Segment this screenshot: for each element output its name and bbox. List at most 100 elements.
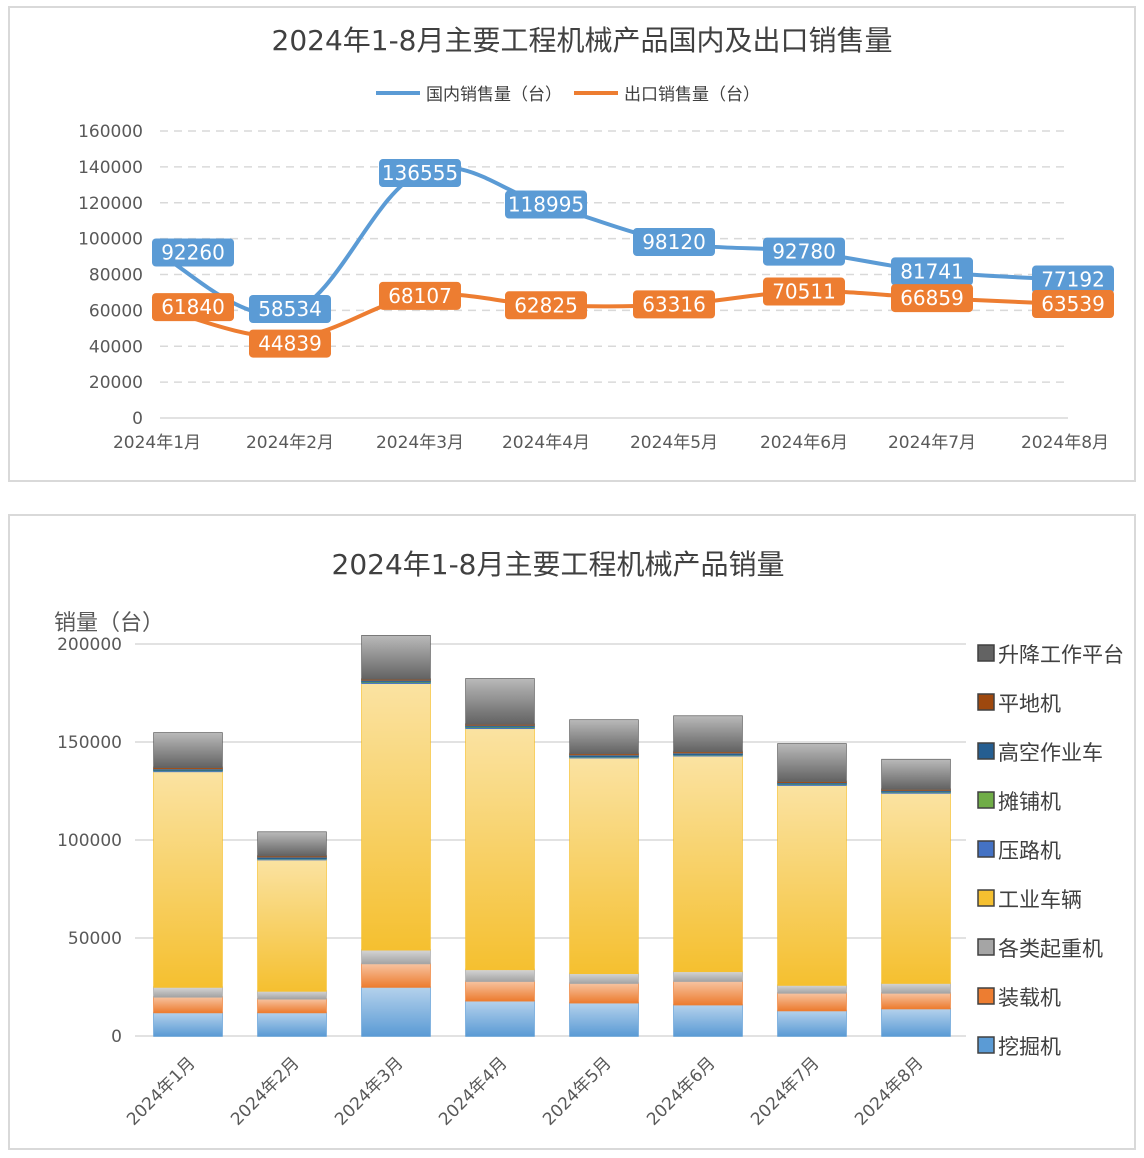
bar-segment-shade [258,832,326,856]
y-tick-label: 160000 [78,122,143,142]
bar-segment-shade [674,755,742,972]
data-label: 81741 [900,259,964,283]
bar-segment-shade [362,987,430,1036]
bar-segment-shade [466,724,534,727]
bar-segment-shade [778,782,846,784]
y-tick-label: 80000 [89,266,143,286]
data-label: 118995 [508,193,584,217]
legend-swatch [977,987,995,1005]
legend-label: 平地机 [998,692,1061,716]
legend-label: 升降工作平台 [998,643,1124,667]
chart-title: 2024年1-8月主要工程机械产品销量 [332,548,785,581]
bar-segment-shade [674,716,742,752]
bar-segment-shade [362,679,430,682]
bar-segment-shade [362,949,430,964]
bar-chart-panel: 2024年1-8月主要工程机械产品销量 销量（台） 0 50000 100000 1500… [8,514,1136,1150]
data-label: 44839 [258,332,322,356]
bar-segment-shade [466,678,534,724]
x-tick-label: 2024年6月 [760,433,848,453]
legend-swatch [977,889,995,907]
line-chart-panel: 2024年1-8月主要工程机械产品国内及出口销售量 0 20000 40000 6000… [8,6,1136,482]
legend-swatch [977,742,995,760]
data-label: 98120 [642,230,706,254]
data-label-box [1032,265,1114,294]
bar-segment-shade [882,992,950,1009]
bar-segment-shade [258,1012,326,1036]
chart-title: 2024年1-8月主要工程机械产品国内及出口销售量 [272,24,893,57]
x-tick-label: 2024年1月 [113,433,201,453]
data-label-box [505,190,587,219]
data-label: 77192 [1041,268,1105,292]
data-label: 61840 [161,295,225,319]
y-tick-label: 0 [111,1027,122,1047]
bar-segment-shade [154,987,222,997]
bar-segment-shade [362,635,430,679]
x-tick-label: 2024年7月 [888,433,976,453]
bar-segment-shade [154,996,222,1013]
y-tick-label: 60000 [89,301,143,321]
bar-segment-shade [778,985,846,993]
data-label-box [891,284,973,313]
legend-swatch [977,840,995,858]
x-tick-label: 2024年7月 [747,1053,823,1129]
bar-segment-shade [674,981,742,1005]
x-tick-label: 2024年5月 [539,1053,615,1129]
legend-label: 压路机 [998,839,1061,863]
data-label: 70511 [772,280,836,304]
bar-segment-shade [258,998,326,1013]
y-tick-label: 200000 [57,635,122,655]
bar-segment-shade [154,732,222,768]
legend-swatch [977,1036,995,1054]
y-tick-label: 100000 [57,831,122,851]
bar-segment-shade [778,992,846,1011]
data-label: 62825 [514,293,578,317]
x-tick-label: 2024年8月 [851,1053,927,1129]
bar-segment-shade [882,759,950,790]
data-label: 58534 [258,297,322,321]
bar-segment-shade [674,1004,742,1036]
legend-swatch [977,693,995,711]
bar-segment-shade [258,990,326,999]
y-tick-label: 40000 [89,337,143,357]
bar-segment-shade [674,971,742,982]
data-label-box [505,291,587,320]
legend-label: 工业车辆 [998,888,1082,912]
bar-segment-shade [570,757,638,974]
bar-segment-shade [362,963,430,987]
data-label: 63316 [642,292,706,316]
x-tick-label: 2024年3月 [376,433,464,453]
bar-segment-shade [258,856,326,859]
bar-segment-shade [882,792,950,984]
y-tick-label: 140000 [78,158,143,178]
bar-segment-shade [570,754,638,757]
legend-label: 国内销售量（台） [426,85,562,105]
x-tick-label: 2024年8月 [1021,433,1109,453]
bar-segment-shade [362,683,430,950]
data-label: 63539 [1041,292,1105,316]
bar-segment-shade [674,752,742,755]
legend-label: 挖掘机 [998,1035,1061,1059]
data-label-box [763,277,845,306]
bar-segment-shade [466,728,534,970]
bar-segment-shade [882,983,950,993]
legend-swatch [977,791,995,809]
bar-segment-shade [466,969,534,982]
bar-segment-shade [882,790,950,792]
y-tick-label: 50000 [68,929,122,949]
data-label-box [763,237,845,266]
legend-label: 摊铺机 [998,790,1061,814]
legend-label: 出口销售量（台） [624,85,760,105]
bar-segment-shade [466,1000,534,1036]
bar-segment-shade [778,785,846,986]
bar-segment-shade [258,859,326,991]
data-label-box [633,290,715,319]
data-label-box [633,227,715,256]
y-tick-label: 150000 [57,733,122,753]
legend-label: 高空作业车 [998,741,1103,765]
x-tick-label: 2024年5月 [630,433,718,453]
data-label-box [249,295,331,324]
x-tick-label: 2024年4月 [435,1053,511,1129]
data-label-box [379,281,461,310]
legend-swatch [977,938,995,956]
bar-segment-shade [570,983,638,1003]
